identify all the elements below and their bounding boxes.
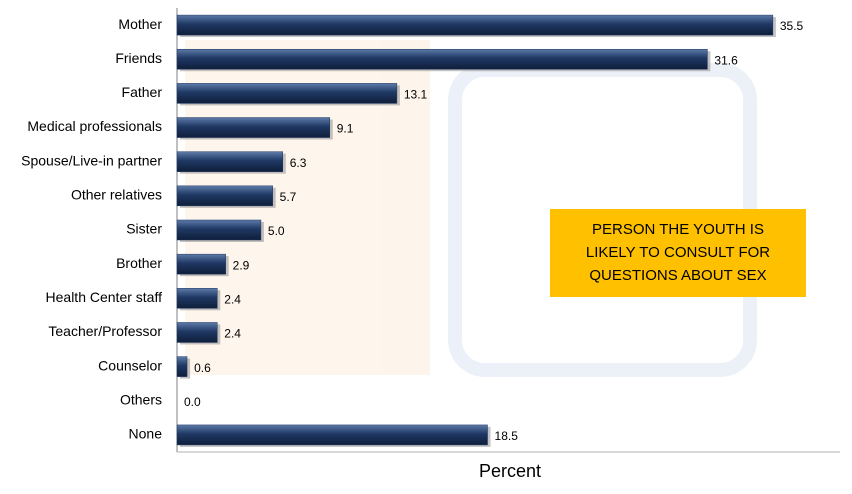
annotation-text: QUESTIONS ABOUT SEX (589, 267, 766, 284)
value-label: 5.0 (268, 224, 285, 238)
y-tick-label: Sister (126, 221, 162, 237)
bar (176, 83, 398, 104)
bar (176, 219, 262, 241)
value-label: 18.5 (495, 429, 519, 443)
value-label: 35.5 (780, 19, 804, 33)
bar (176, 424, 488, 446)
y-tick-label: Mother (118, 16, 162, 32)
annotation-box (550, 209, 806, 297)
y-tick-label: Medical professionals (27, 118, 162, 134)
y-tick-label: Spouse/Live-in partner (21, 152, 162, 168)
value-label: 2.4 (224, 292, 241, 306)
value-label: 9.1 (337, 122, 354, 136)
y-tick-label: Others (120, 391, 162, 407)
bar (176, 253, 226, 275)
value-label: 31.6 (714, 53, 738, 67)
bar (176, 288, 218, 309)
y-tick-label: Counselor (98, 357, 162, 373)
value-label: 6.3 (290, 156, 307, 170)
bar (176, 185, 273, 207)
bar (176, 48, 708, 70)
x-axis-label: Percent (479, 461, 541, 481)
value-label: 0.6 (194, 361, 211, 375)
bar (176, 356, 188, 377)
y-tick-label: Other relatives (71, 187, 162, 203)
y-tick-label: Father (122, 84, 163, 100)
value-label: 0.0 (184, 395, 201, 409)
bar (176, 322, 218, 343)
value-label: 2.9 (233, 258, 250, 272)
y-tick-label: Brother (116, 255, 162, 271)
annotation-text: PERSON THE YOUTH IS (592, 221, 764, 238)
annotation-text: LIKELY TO CONSULT FOR (586, 244, 770, 261)
bar (176, 14, 774, 36)
y-tick-label: None (129, 426, 163, 442)
y-tick-label: Teacher/Professor (48, 323, 162, 339)
value-label: 5.7 (280, 190, 297, 204)
y-tick-label: Health Center staff (46, 289, 163, 305)
bar (176, 151, 283, 172)
value-label: 2.4 (224, 327, 241, 341)
bar (176, 117, 330, 138)
value-label: 13.1 (404, 88, 428, 102)
y-tick-label: Friends (115, 50, 162, 66)
